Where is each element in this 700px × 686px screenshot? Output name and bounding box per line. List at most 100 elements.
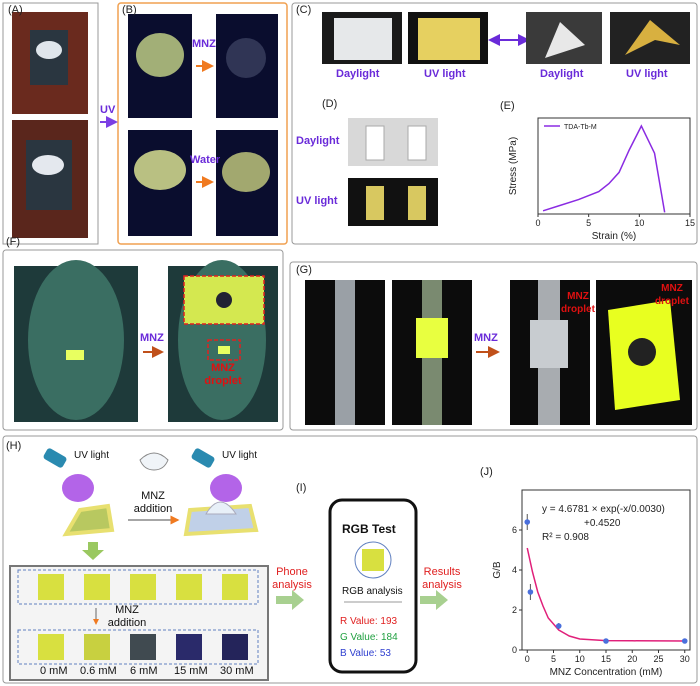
photo [416, 318, 448, 358]
photo [36, 41, 62, 59]
label: Results analysis [422, 566, 462, 591]
panel-label: (B) [122, 4, 137, 16]
y-tick-label: 2 [512, 605, 517, 615]
label: Daylight [296, 135, 340, 147]
rgb-value: B Value: 53 [340, 648, 391, 659]
sample-row [38, 574, 248, 600]
x-tick-label: 10 [634, 218, 644, 228]
sample-row [38, 634, 248, 660]
annotation: R² = 0.908 [542, 532, 589, 543]
panel-label: (H) [6, 440, 22, 452]
x-tick-label: 15 [601, 654, 611, 664]
label: MNZ droplet [561, 291, 595, 315]
plot-frame [521, 489, 691, 651]
label: UV light [222, 450, 258, 461]
rgb-value: G Value: 184 [340, 632, 398, 643]
panel-frame [289, 261, 698, 431]
phone [328, 498, 418, 674]
label: MNZ addition [133, 490, 173, 515]
photo [334, 18, 392, 60]
panel-frame [2, 249, 284, 431]
annotation: y = 4.6781 × exp(-x/0.0030) [542, 504, 665, 515]
fit-curve [526, 547, 685, 642]
y-axis-label: G/B [492, 561, 503, 579]
concentration: 0.6 mM [80, 665, 117, 677]
x-axis-label: Strain (%) [592, 231, 636, 242]
photo [216, 292, 232, 308]
y-tick-label: 0 [512, 645, 517, 655]
concentration: 15 mM [174, 665, 208, 677]
photo [365, 125, 385, 161]
label: UV light [424, 68, 466, 80]
panel-label: (J) [480, 466, 493, 478]
label: UV light [296, 195, 338, 207]
photo [226, 38, 266, 78]
x-tick-label: 5 [586, 218, 591, 228]
label: Daylight [540, 68, 584, 80]
droplet [139, 452, 169, 471]
photo [66, 350, 84, 360]
label: MNZ [474, 332, 498, 344]
x-tick-label: 20 [627, 654, 637, 664]
label: MNZ addition [107, 604, 147, 629]
legend-label: TDA-Tb-M [564, 124, 597, 131]
x-tick-label: 25 [653, 654, 663, 664]
photo [628, 338, 656, 366]
panel-label: (G) [296, 264, 312, 276]
phone-subtitle: RGB analysis [342, 586, 403, 597]
panel-label: (C) [296, 4, 312, 16]
x-axis-label: MNZ Concentration (mM) [550, 667, 663, 678]
callout [207, 339, 241, 361]
photo [222, 152, 270, 192]
panel-label: (A) [8, 4, 23, 16]
panel-frame [2, 2, 99, 245]
photo [366, 186, 384, 220]
photo [530, 320, 568, 368]
photo [136, 33, 184, 77]
row-frame [17, 569, 259, 605]
y-tick-label: 6 [512, 525, 517, 535]
arrow [82, 542, 104, 560]
concentration: 0 mM [40, 665, 68, 677]
x-tick-label: 0 [535, 218, 540, 228]
uv-lamp [43, 448, 242, 502]
phone-title: RGB Test [342, 522, 396, 536]
x-tick-label: 0 [525, 654, 530, 664]
label: UV [100, 104, 116, 116]
panel-label: (E) [500, 100, 515, 112]
photo [335, 280, 355, 425]
data-point [555, 623, 562, 629]
label: Water [190, 154, 221, 166]
photo [545, 22, 585, 58]
x-tick-label: 15 [685, 218, 695, 228]
concentration: 6 mM [130, 665, 158, 677]
phone-roi [354, 541, 392, 579]
photo [625, 20, 680, 55]
panel-frame [2, 435, 698, 684]
photo [407, 125, 427, 161]
photo [32, 155, 64, 175]
data-line [542, 124, 666, 213]
droplet [205, 501, 237, 515]
plot-frame [537, 117, 691, 215]
arrow [420, 590, 448, 610]
data-point [603, 638, 609, 644]
data-point [681, 638, 688, 644]
film [62, 503, 115, 537]
label: Phone analysis [272, 566, 312, 591]
label: UV light [626, 68, 668, 80]
label: Daylight [336, 68, 380, 80]
label: MNZ droplet [655, 283, 689, 307]
label: MNZ droplet [204, 362, 242, 387]
photo [418, 18, 480, 60]
panel-label: (F) [6, 236, 21, 248]
panel-frame [291, 2, 698, 245]
x-tick-label: 5 [551, 654, 556, 664]
row-frame [17, 629, 259, 665]
y-tick-label: 4 [512, 565, 517, 575]
label: MNZ [140, 332, 164, 344]
data-point [527, 589, 534, 595]
label: UV light [74, 450, 110, 461]
